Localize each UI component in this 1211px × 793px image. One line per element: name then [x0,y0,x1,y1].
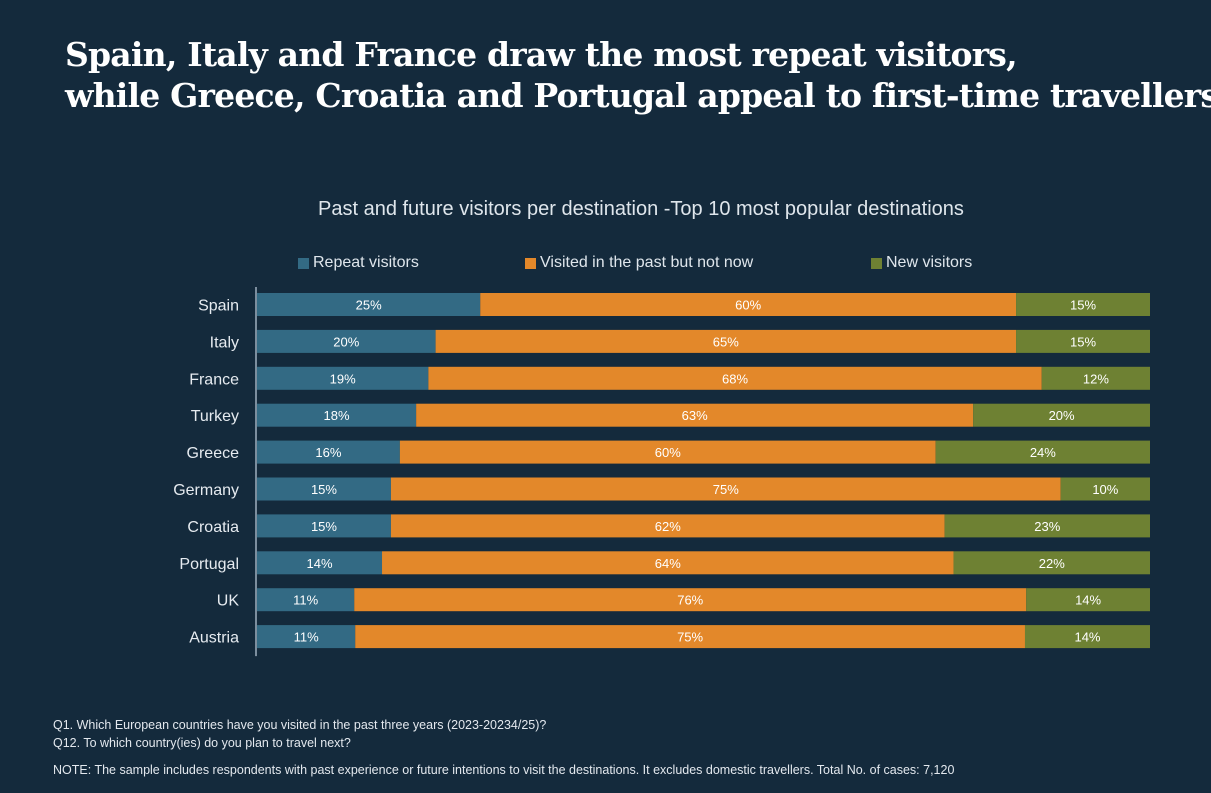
bar-repeat-turkey [257,403,417,427]
bar-past-italy [435,329,1017,353]
data-label-repeat-germany: 15% [311,482,337,497]
bar-new-uk [1026,588,1150,612]
data-label-new-turkey: 20% [1049,408,1075,423]
data-label-past-france: 68% [722,371,748,386]
data-label-past-croatia: 62% [655,519,681,534]
bar-new-spain [1016,293,1150,316]
bar-repeat-germany [257,477,391,501]
footnote-note: NOTE: The sample includes respondents wi… [53,763,955,777]
bar-new-germany [1060,477,1150,501]
category-label-austria: Austria [189,630,239,647]
bar-past-austria [355,625,1025,649]
data-label-new-uk: 14% [1075,593,1101,608]
bar-repeat-austria [257,625,356,649]
data-label-repeat-spain: 25% [356,298,382,313]
footnotes: Q1. Which European countries have you vi… [53,716,954,779]
data-label-past-italy: 65% [713,334,739,349]
legend-swatch-repeat [298,257,309,269]
bar-new-croatia [944,514,1150,538]
data-label-past-greece: 60% [655,445,681,460]
footnote-q1: Q1. Which European countries have you vi… [53,718,547,732]
bar-past-spain [480,293,1017,316]
data-label-new-italy: 15% [1070,334,1096,349]
headline-line-2: while Greece, Croatia and Portugal appea… [65,76,1211,115]
legend-swatch-past [525,257,536,269]
bar-repeat-portugal [257,551,383,575]
bar-past-turkey [416,403,974,427]
legend-item-repeat: Repeat visitors [298,254,419,272]
data-label-new-france: 12% [1083,371,1109,386]
data-label-repeat-turkey: 18% [324,408,350,423]
category-label-greece: Greece [187,445,240,462]
bar-repeat-france [257,366,429,390]
data-label-past-spain: 60% [735,298,761,313]
category-label-spain: Spain [198,298,239,315]
data-label-repeat-france: 19% [330,371,356,386]
bar-new-france [1041,366,1150,390]
category-label-italy: Italy [210,334,239,351]
data-label-past-germany: 75% [713,482,739,497]
legend-item-new: New visitors [871,254,972,272]
legend-label-repeat: Repeat visitors [313,254,419,271]
bar-past-germany [390,477,1061,501]
bar-repeat-greece [257,440,400,464]
bar-new-italy [1016,329,1150,353]
bar-past-uk [354,588,1027,612]
data-label-new-germany: 10% [1092,482,1118,497]
data-label-repeat-portugal: 14% [306,556,332,571]
headline: Spain, Italy and France draw the most re… [65,34,1211,116]
bar-repeat-croatia [257,514,391,538]
data-label-repeat-uk: 11% [293,593,318,608]
legend-item-past: Visited in the past but not now [525,254,753,272]
data-label-new-portugal: 22% [1039,556,1065,571]
bar-new-austria [1024,625,1150,649]
data-label-repeat-croatia: 15% [311,519,337,534]
bar-repeat-spain [257,293,481,316]
data-label-repeat-austria: 11% [294,630,319,645]
bar-past-france [428,366,1042,390]
bar-past-portugal [382,551,954,575]
data-label-repeat-italy: 20% [333,334,359,349]
headline-line-1: Spain, Italy and France draw the most re… [65,35,1018,74]
chart-title: Past and future visitors per destination… [318,198,964,220]
data-label-new-croatia: 23% [1034,519,1060,534]
data-label-new-austria: 14% [1074,630,1100,645]
bar-new-greece [935,440,1150,464]
legend-label-past: Visited in the past but not now [540,254,754,271]
data-label-past-portugal: 64% [655,556,681,571]
bar-past-greece [399,440,936,464]
data-label-past-turkey: 63% [682,408,708,423]
category-label-portugal: Portugal [179,556,239,573]
data-label-past-austria: 75% [677,630,703,645]
data-label-repeat-greece: 16% [315,445,341,460]
bar-new-portugal [953,551,1150,575]
data-label-new-greece: 24% [1030,445,1056,460]
legend-label-new: New visitors [886,254,973,271]
footnote-q12: Q12. To which country(ies) do you plan t… [53,736,351,750]
data-label-past-uk: 76% [677,593,703,608]
bar-repeat-uk [257,588,355,612]
category-label-croatia: Croatia [187,519,239,536]
bar-new-turkey [973,403,1150,427]
chart-legend: Repeat visitors Visited in the past but … [298,254,1018,274]
category-label-germany: Germany [173,482,239,499]
legend-swatch-new [871,257,882,269]
category-label-uk: UK [217,593,240,610]
category-label-turkey: Turkey [191,408,239,425]
category-label-france: France [189,371,239,388]
data-label-new-spain: 15% [1070,298,1096,313]
bar-repeat-italy [257,329,436,353]
bar-past-croatia [390,514,945,538]
